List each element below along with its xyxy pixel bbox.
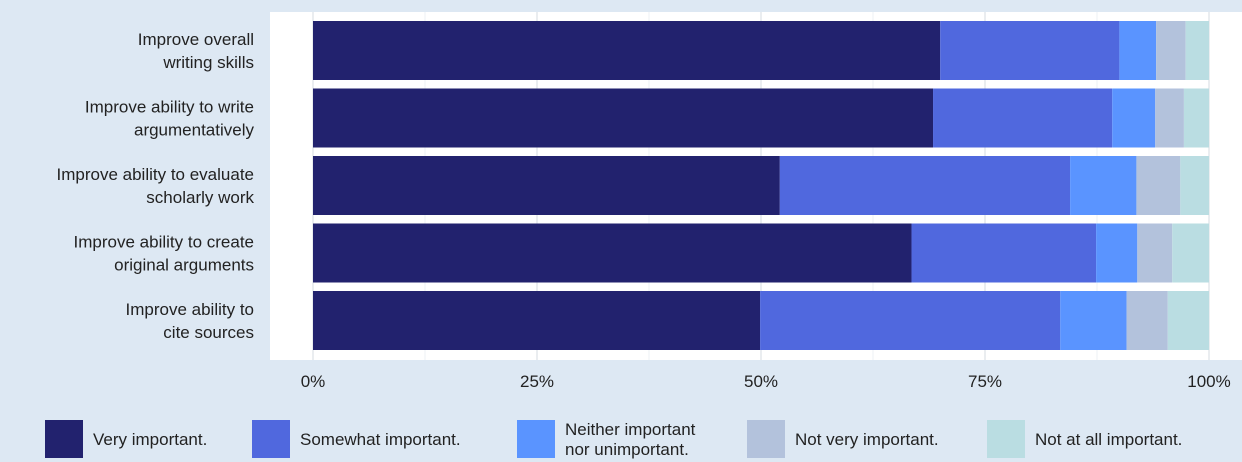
bar-segment bbox=[1167, 291, 1209, 350]
x-tick-label: 25% bbox=[520, 372, 554, 391]
category-label: writing skills bbox=[162, 53, 254, 72]
bar-segment bbox=[1136, 156, 1181, 215]
category-label: scholarly work bbox=[146, 188, 254, 207]
bar-segment bbox=[313, 223, 912, 283]
bar-segment bbox=[1155, 88, 1184, 148]
legend-label: Very important. bbox=[93, 430, 207, 449]
bar-segments bbox=[313, 21, 1209, 350]
legend-swatch bbox=[252, 420, 290, 458]
legend-swatch bbox=[45, 420, 83, 458]
category-label: Improve ability to write bbox=[85, 98, 254, 117]
bar-segment bbox=[760, 291, 1061, 350]
bar-segment bbox=[1126, 291, 1168, 350]
bar-segment bbox=[911, 223, 1097, 283]
bar-segment bbox=[1096, 223, 1138, 283]
category-label: Improve overall bbox=[138, 30, 254, 49]
legend-label: nor unimportant. bbox=[565, 440, 689, 459]
category-label: original arguments bbox=[114, 256, 254, 275]
bar-segment bbox=[779, 156, 1071, 215]
bar-segment bbox=[313, 291, 761, 350]
bar-segment bbox=[933, 88, 1113, 148]
bar-segment bbox=[1172, 223, 1209, 283]
category-labels: Improve overall writing skills Improve abi… bbox=[57, 30, 255, 342]
x-tick-label: 50% bbox=[744, 372, 778, 391]
legend-swatch bbox=[517, 420, 555, 458]
bar-segment bbox=[1185, 21, 1209, 80]
bar-segment bbox=[1119, 21, 1157, 80]
category-label: Improve ability to bbox=[126, 300, 255, 319]
legend-swatch bbox=[747, 420, 785, 458]
legend-label: Not very important. bbox=[795, 430, 939, 449]
x-tick-label: 75% bbox=[968, 372, 1002, 391]
bar-segment bbox=[313, 156, 780, 215]
category-label: Improve ability to evaluate bbox=[57, 165, 255, 184]
bar-segment bbox=[1137, 223, 1173, 283]
category-label: argumentatively bbox=[134, 121, 255, 140]
legend-label: Not at all important. bbox=[1035, 430, 1182, 449]
legend-label: Neither important bbox=[565, 420, 696, 439]
x-tick-label: 100% bbox=[1187, 372, 1230, 391]
category-label: Improve ability to create bbox=[74, 233, 254, 252]
bar-segment bbox=[1060, 291, 1127, 350]
bar-segment bbox=[940, 21, 1120, 80]
bar-segment bbox=[1156, 21, 1186, 80]
bar-segment bbox=[313, 21, 941, 80]
bar-segment bbox=[1180, 156, 1209, 215]
category-label: cite sources bbox=[163, 323, 254, 342]
bar-segment bbox=[1070, 156, 1137, 215]
legend-swatch bbox=[987, 420, 1025, 458]
bar-segment bbox=[313, 88, 934, 148]
bar-segment bbox=[1183, 88, 1209, 148]
legend: Very important. Somewhat important. Neithe… bbox=[45, 420, 1182, 459]
x-tick-label: 0% bbox=[301, 372, 326, 391]
x-axis-ticks: 0% 25% 50% 75% 100% bbox=[301, 372, 1231, 391]
bar-segment bbox=[1112, 88, 1156, 148]
legend-label: Somewhat important. bbox=[300, 430, 461, 449]
